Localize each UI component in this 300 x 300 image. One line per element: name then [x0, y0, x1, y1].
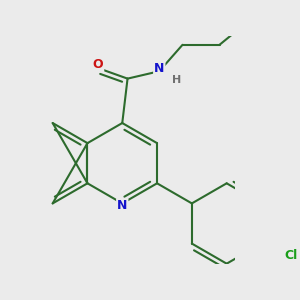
Text: N: N	[154, 61, 164, 75]
Text: N: N	[117, 199, 128, 212]
Text: Cl: Cl	[284, 249, 297, 262]
Text: O: O	[93, 58, 103, 71]
Text: H: H	[172, 75, 181, 85]
